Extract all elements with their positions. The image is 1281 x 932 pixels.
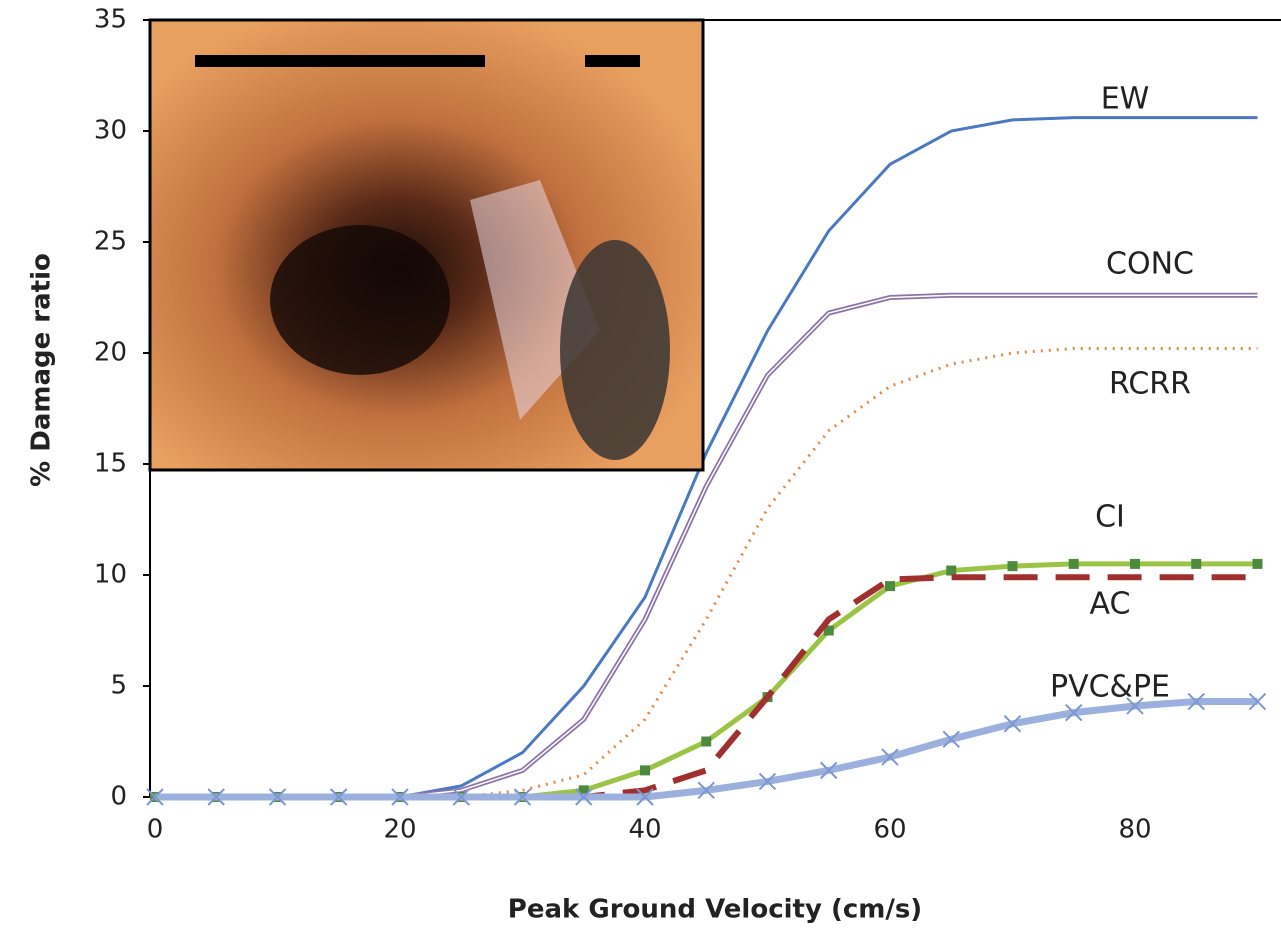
y-tick-label: 35 (94, 5, 127, 35)
x-tick-label: 20 (383, 815, 416, 845)
series-label: EW (1101, 82, 1150, 117)
marker (701, 737, 711, 747)
marker (1069, 559, 1079, 569)
y-tick-label: 0 (110, 782, 127, 812)
inset-photo (150, 20, 703, 470)
series-label: PVC&PE (1050, 670, 1170, 705)
marker (946, 566, 956, 576)
series-label: CONC (1106, 247, 1194, 282)
series-label: AC (1090, 587, 1131, 622)
x-tick-label: 60 (873, 815, 906, 845)
x-tick-label: 80 (1118, 815, 1151, 845)
series-line (155, 702, 1258, 797)
y-tick-label: 5 (110, 671, 127, 701)
x-axis-title: Peak Ground Velocity (cm/s) (508, 895, 922, 925)
marker (640, 765, 650, 775)
marker (1191, 559, 1201, 569)
marker (1130, 559, 1140, 569)
series-label: CI (1095, 500, 1125, 535)
y-tick-label: 25 (94, 227, 127, 257)
x-tick-label: 40 (628, 815, 661, 845)
marker (885, 581, 895, 591)
marker (1253, 559, 1263, 569)
series-label: RCRR (1109, 367, 1191, 402)
y-tick-label: 30 (94, 116, 127, 146)
y-tick-label: 20 (94, 338, 127, 368)
y-axis-title: % Damage ratio (27, 253, 57, 487)
marker (1008, 561, 1018, 571)
chart: 0 5 10 15 20 25 30 35 0 20 40 60 80 Peak Ground Velo… (0, 0, 1281, 932)
x-tick-label: 0 (147, 815, 164, 845)
y-tick-label: 10 (94, 560, 127, 590)
y-tick-label: 15 (94, 449, 127, 479)
